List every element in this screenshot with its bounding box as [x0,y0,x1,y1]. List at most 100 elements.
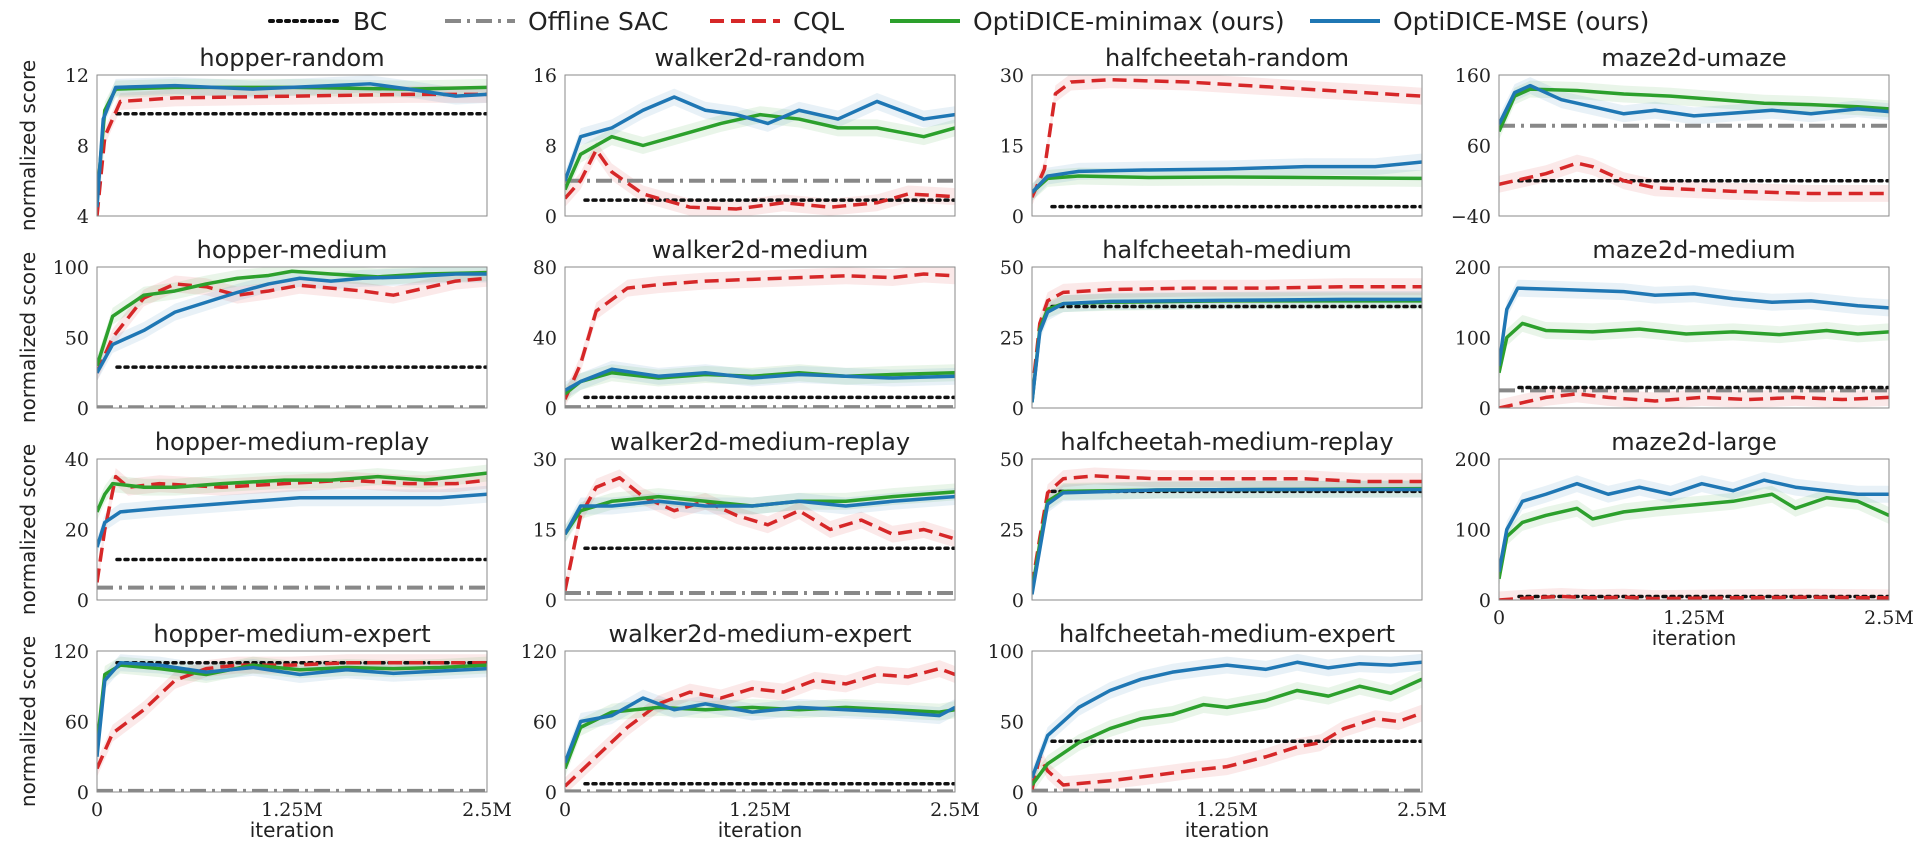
series-line-cql [1499,392,1889,408]
confidence-band [565,660,955,792]
legend-entry: Offline SAC [445,7,668,36]
y-tick-label: 100 [988,641,1024,663]
x-tick-label: 0 [1026,799,1038,821]
x-tick-label: 1.25M [1663,607,1725,629]
series-line-cql [97,92,487,216]
confidence-band [1032,670,1422,792]
x-tick-label: 1.25M [261,799,323,821]
y-tick-label: 40 [65,449,89,471]
subplot-title: hopper-medium [197,236,388,264]
series-line-optidice-mse-ours- [97,492,487,548]
subplot-halfcheetah-medium-replay: halfcheetah-medium-replay 0 25 50 [1000,428,1423,612]
axes-frame [1031,266,1423,409]
axes-frame [1498,74,1890,217]
y-tick-label: 80 [533,257,557,279]
confidence-band [97,656,487,754]
plot-area [565,469,955,600]
x-tick-label: 2.5M [1864,607,1914,629]
x-tick-label: 2.5M [462,799,512,821]
subplot-title: walker2d-medium-expert [609,620,912,648]
y-tick-label: 25 [1000,328,1024,350]
y-tick-label: 15 [533,520,557,542]
plot-area [565,88,955,216]
confidence-band [1499,471,1889,581]
confidence-band [1499,77,1889,133]
subplot-title: hopper-medium-replay [155,428,429,456]
series-line-cql [1499,594,1889,600]
plot-area [97,75,487,216]
subplot-title: walker2d-random [655,44,866,72]
y-tick-label: 160 [1455,65,1491,87]
x-tick-label: 0 [1493,607,1505,629]
axes-frame [564,458,956,601]
y-tick-label: 0 [77,398,89,420]
subplot-title: maze2d-large [1611,428,1776,456]
series-line-optidice-mse-ours- [1499,286,1889,366]
subplot-hopper-medium-expert: hopper-medium-expert normalized score 0 60 1… [16,620,512,842]
plot-area [1499,77,1889,202]
plot-area [1499,279,1889,408]
y-tick-label: 12 [65,65,89,87]
legend-entry: OptiDICE-MSE (ours) [1310,7,1649,36]
series-line-cql [97,661,487,770]
confidence-band [97,468,487,591]
series-line-optidice-minimax-ours- [1032,486,1422,592]
series-line-optidice-mse-ours- [97,661,487,757]
confidence-band [1032,704,1422,792]
y-tick-label: 120 [521,641,557,663]
series-line-cql [565,272,955,400]
y-tick-label: 4 [77,206,89,228]
subplot-title: halfcheetah-medium-expert [1059,620,1395,648]
subplot-hopper-random: hopper-random normalized score 4 8 12 [16,44,488,231]
y-tick-label: 50 [1000,257,1024,279]
y-tick-label: 40 [533,328,557,350]
x-tick-label: 0 [91,799,103,821]
axes-frame [564,650,956,793]
confidence-band [1499,80,1889,140]
subplot-walker2d-medium-expert: walker2d-medium-expert 0 60 120 0 1.25M 2.5M it… [521,620,980,842]
y-tick-label: 0 [1479,398,1491,420]
series-line-optidice-mse-ours- [1032,160,1422,194]
confidence-band [565,141,955,216]
x-tick-label: 1.25M [1196,799,1258,821]
y-tick-label: 16 [533,65,557,87]
axes-frame [96,74,488,217]
y-tick-label: 100 [53,257,89,279]
confidence-band [565,267,955,408]
confidence-band [1032,467,1422,595]
confidence-band [1499,154,1889,202]
y-tick-label: 8 [77,136,89,158]
y-tick-label: 0 [545,590,557,612]
subplot-title: walker2d-medium [652,236,868,264]
legend-entry: BC [268,7,387,36]
legend-label: CQL [793,7,844,36]
legend-entry: CQL [710,7,844,36]
y-tick-label: 0 [1012,398,1024,420]
subplot-walker2d-medium-replay: walker2d-medium-replay 0 15 30 [533,428,956,612]
y-tick-label: −40 [1451,206,1491,228]
y-tick-label: 15 [1000,136,1024,158]
subplot-halfcheetah-medium-expert: halfcheetah-medium-expert 0 50 100 0 1.25M 2.5… [988,620,1447,842]
y-tick-label: 0 [1012,782,1024,804]
x-tick-label: 1.25M [729,799,791,821]
x-axis-label: iteration [1185,818,1270,842]
plot-area [97,464,487,591]
subplot-maze2d-large: maze2d-large 0 100 200 0 1.25M 2.5M iteration [1455,428,1914,650]
y-tick-label: 120 [53,641,89,663]
series-line-cql [565,666,955,788]
x-axis-label: iteration [718,818,803,842]
subplot-title: halfcheetah-random [1105,44,1349,72]
confidence-band [97,85,487,216]
plot-area [1499,471,1889,600]
confidence-band [565,698,955,777]
series-line-optidice-minimax-ours- [1032,299,1422,403]
subplot-halfcheetah-medium: halfcheetah-medium 0 25 50 [1000,236,1423,420]
series-line-cql [1032,284,1422,395]
axes-frame [96,650,488,793]
plot-area [565,660,955,792]
series-line-optidice-minimax-ours- [1499,321,1889,374]
series-line-optidice-mse-ours- [565,367,955,392]
y-tick-label: 0 [545,398,557,420]
x-axis-label: iteration [1652,626,1737,650]
plot-area [1032,653,1422,792]
